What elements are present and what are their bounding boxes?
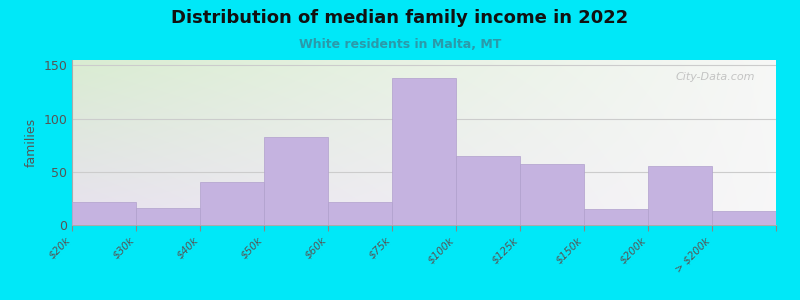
Bar	[648, 167, 712, 225]
Text: White residents in Malta, MT: White residents in Malta, MT	[299, 38, 501, 50]
Text: Distribution of median family income in 2022: Distribution of median family income in …	[171, 9, 629, 27]
Bar	[520, 164, 584, 225]
Bar	[200, 182, 264, 225]
Bar	[328, 202, 392, 225]
Bar	[712, 211, 776, 225]
Bar	[584, 209, 648, 225]
Bar	[264, 136, 328, 225]
Text: City-Data.com: City-Data.com	[675, 71, 755, 82]
Bar	[456, 156, 520, 225]
Bar	[392, 78, 456, 225]
Bar	[136, 208, 200, 225]
Bar	[72, 202, 136, 225]
Y-axis label: families: families	[25, 118, 38, 167]
